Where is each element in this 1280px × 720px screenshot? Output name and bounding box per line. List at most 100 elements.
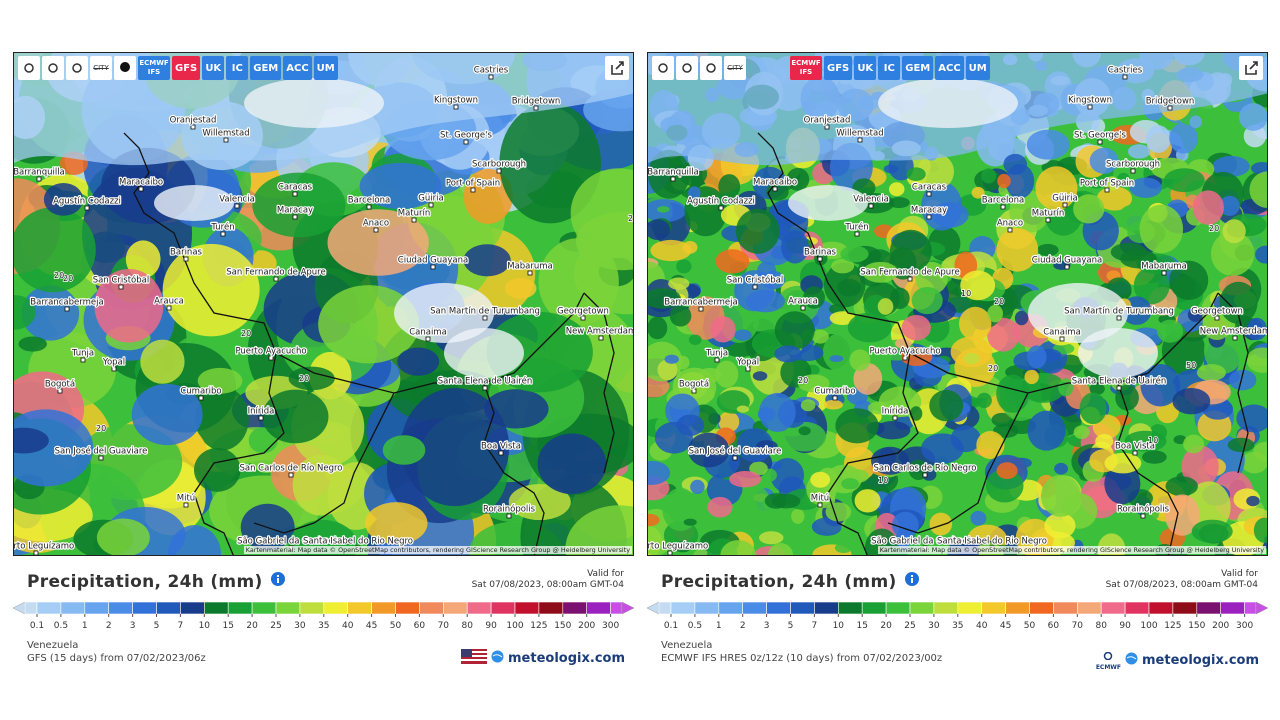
precip-area — [1189, 115, 1203, 129]
precip-area — [1228, 369, 1257, 391]
ecmwf-text: ECMWF — [1095, 664, 1122, 671]
city-label: Turén — [844, 222, 868, 233]
scale-label: 30 — [928, 621, 940, 631]
city-marker — [84, 205, 90, 211]
contour-label: 20 — [241, 329, 251, 338]
city-marker — [1045, 217, 1051, 223]
precip-area — [1243, 124, 1267, 148]
city-label: Georgetown — [1191, 307, 1243, 317]
model-button[interactable]: IC — [878, 56, 901, 80]
precip-area — [906, 167, 926, 182]
refresh-button[interactable] — [652, 56, 674, 80]
scale-label: 80 — [461, 621, 473, 631]
model-button[interactable]: ECMWF IFS — [790, 56, 822, 80]
model-button[interactable]: IC — [226, 56, 249, 80]
zoom-button[interactable] — [700, 56, 722, 80]
scale-label: 5 — [788, 621, 794, 631]
share-button[interactable] — [1239, 56, 1263, 80]
scale-label: 300 — [1236, 621, 1253, 631]
precip-area — [1089, 147, 1119, 174]
model-button[interactable]: GFS — [172, 56, 201, 80]
precip-area — [877, 298, 894, 315]
model-button[interactable]: UM — [965, 56, 990, 80]
precip-area — [1118, 204, 1147, 232]
scale-swatch — [490, 601, 516, 615]
city-marker — [98, 455, 104, 461]
city-label: Mabaruma — [507, 262, 553, 272]
city-marker — [183, 256, 189, 262]
layer-button[interactable] — [114, 56, 136, 80]
model-button[interactable]: GFS — [824, 56, 853, 80]
precip-area — [262, 389, 329, 444]
city-marker — [1064, 264, 1070, 270]
precip-area — [757, 407, 776, 422]
city-label: Santa Isabel do Rio Negro — [937, 537, 1047, 547]
scale-swatch — [909, 601, 935, 615]
contour-label: 20 — [63, 274, 73, 283]
dry-area — [394, 283, 494, 343]
scale-swatch — [1053, 601, 1078, 615]
precip-area — [1253, 517, 1267, 543]
precip-area — [929, 512, 953, 536]
scale-label: 2 — [106, 621, 112, 631]
scale-label: 20 — [246, 621, 258, 631]
refresh-button[interactable] — [18, 56, 40, 80]
model-button[interactable]: ACC — [283, 56, 312, 80]
model-button[interactable]: GEM — [902, 56, 934, 80]
model-button[interactable]: UM — [313, 56, 338, 80]
precip-area — [327, 209, 429, 276]
precip-area — [1089, 382, 1105, 395]
info-icon[interactable] — [904, 571, 919, 591]
city-marker — [745, 366, 751, 372]
city-label: Maturín — [1032, 209, 1065, 219]
share-button[interactable] — [605, 56, 629, 80]
model-button[interactable]: ACC — [935, 56, 964, 80]
precip-area — [1044, 512, 1076, 539]
location-button[interactable] — [42, 56, 64, 80]
model-button[interactable]: ECMWF IFS — [138, 56, 170, 80]
precip-area — [1073, 425, 1090, 439]
city-label: New Amsterdam — [566, 327, 634, 337]
city-marker — [268, 355, 274, 361]
model-button[interactable]: UK — [854, 56, 877, 80]
precip-area — [1127, 144, 1151, 159]
precip-area — [1095, 433, 1114, 449]
dry-area — [244, 78, 384, 128]
city-toggle[interactable]: CITY — [90, 56, 112, 80]
precip-area — [43, 182, 84, 216]
city-toggle[interactable]: CITY — [724, 56, 746, 80]
scale-arrow-left — [647, 601, 660, 615]
precip-area — [867, 401, 890, 415]
model-button[interactable]: UK — [202, 56, 225, 80]
precip-area — [791, 508, 805, 524]
city-label: Mitú — [811, 494, 829, 504]
city-label: Canaima — [1043, 328, 1081, 338]
precip-area — [991, 412, 1013, 427]
city-label: São Gabriel da Cachoeira — [871, 537, 979, 547]
city-marker — [1097, 139, 1103, 145]
city-label: Scarborough — [472, 160, 526, 170]
precip-area — [1040, 474, 1081, 517]
info-icon[interactable] — [270, 571, 285, 591]
city-marker — [463, 139, 469, 145]
precip-area — [1187, 307, 1203, 322]
precip-area — [774, 311, 815, 350]
precip-area — [288, 366, 335, 391]
model-button[interactable]: GEM — [250, 56, 282, 80]
precip-area — [987, 304, 1004, 323]
city-marker — [832, 395, 838, 401]
precip-area — [1140, 363, 1181, 407]
map: Castries Kingstown Bridgetown Oranjestad Wil… — [647, 52, 1268, 556]
scale-label: 0.5 — [54, 621, 68, 631]
scale-swatch — [981, 601, 1006, 615]
scale-swatch — [36, 601, 62, 615]
city-label: Turén — [210, 222, 234, 233]
contour-label: 50 — [1186, 361, 1196, 370]
city-label: Agustín Codazzi — [687, 197, 755, 207]
precip-area — [1236, 404, 1267, 433]
precip-area — [756, 440, 778, 452]
precip-area — [1222, 219, 1246, 244]
zoom-button[interactable] — [66, 56, 88, 80]
location-button[interactable] — [676, 56, 698, 80]
city-marker — [922, 472, 928, 478]
